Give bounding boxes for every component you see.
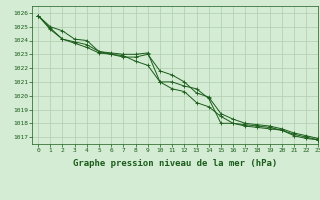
X-axis label: Graphe pression niveau de la mer (hPa): Graphe pression niveau de la mer (hPa) xyxy=(73,159,277,168)
